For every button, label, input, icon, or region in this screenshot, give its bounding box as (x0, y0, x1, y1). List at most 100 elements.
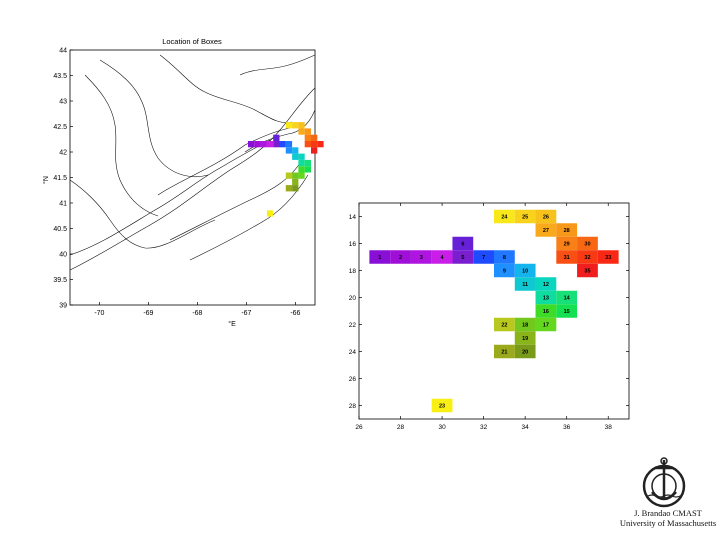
map-box-cell (292, 178, 299, 186)
grid-cell (431, 250, 453, 264)
contour-2 (69, 139, 271, 256)
grid-cell-label: 8 (503, 255, 506, 261)
map-y-tick-label: 41 (59, 201, 67, 208)
map-y-tick-label: 42 (59, 150, 67, 157)
grid-x-tick-label: 32 (480, 424, 488, 431)
box-grid-chart: 1 2 3 4 5 6 7 8 9 10 11 12 13 14 15 16 17 18 19 20 21 22 23 24 2… (345, 195, 645, 440)
map-box-cells (248, 122, 324, 217)
grid-y-tick-label: 22 (349, 322, 357, 329)
grid-cell-label: 20 (522, 350, 528, 356)
grid-cell (452, 250, 474, 264)
map-y-tick-label: 40.5 (53, 226, 67, 233)
grid-x-tick-label: 34 (522, 424, 530, 431)
map-box-cell (285, 147, 293, 154)
grid-cell (473, 250, 494, 264)
grid-cell-label: 19 (522, 336, 528, 342)
map-box-cell (273, 141, 280, 148)
grid-cell (556, 250, 578, 264)
map-chart: Location of Boxes -70 -69 -68 -67 -66 39 39.5… (40, 30, 330, 335)
map-box-cell (266, 210, 274, 217)
grid-cell-label: 29 (564, 242, 570, 248)
map-box-cell (298, 166, 305, 173)
grid-cell-label: 18 (522, 323, 528, 329)
grid-cell (369, 250, 391, 264)
contour-3 (69, 179, 216, 249)
map-box-cell (273, 134, 280, 141)
credit-text: J. Brandao CMAST University of Massachus… (616, 508, 720, 528)
grid-y-tick-label: 14 (349, 214, 357, 221)
map-box-cell (304, 128, 311, 135)
map-box-cell (248, 141, 255, 148)
grid-cell (452, 236, 474, 251)
map-y-tick-label: 43.5 (53, 73, 67, 80)
map-box-cell (304, 141, 311, 148)
grid-cell (514, 263, 536, 278)
grid-cell-label: 22 (501, 323, 507, 329)
grid-cell (577, 263, 598, 278)
grid-cell (556, 236, 578, 251)
seal-waves (647, 494, 681, 498)
grid-x-tick-label: 38 (605, 424, 613, 431)
credit-line-1: J. Brandao CMAST (634, 508, 702, 518)
grid-y-tick-label: 16 (349, 241, 357, 248)
map-box-cell (254, 141, 261, 148)
grid-y-tick-label: 28 (349, 403, 357, 410)
grid-cell-label: 35 (584, 269, 590, 275)
contour-6 (159, 54, 293, 123)
grid-cell (535, 317, 557, 332)
map-box-cell (298, 153, 305, 160)
grid-cell-label: 21 (501, 350, 507, 356)
grid-cell (410, 250, 432, 264)
map-plot-background (69, 49, 316, 306)
grid-y-tick-label: 24 (349, 349, 357, 356)
map-x-tick-label: -70 (94, 310, 104, 317)
contour-10 (189, 174, 309, 261)
grid-cell (514, 344, 536, 359)
contour-8 (157, 127, 291, 196)
map-x-tick-label: -68 (192, 310, 202, 317)
map-y-tick-label: 39 (59, 303, 67, 310)
map-y-ticks: 39 39.5 40 40.5 41 41.5 42 42.5 43 43.5 44 (53, 48, 73, 310)
map-svg: Location of Boxes -70 -69 -68 -67 -66 39 39.5… (42, 37, 324, 328)
contour-5 (99, 59, 209, 178)
grid-cell (535, 304, 557, 318)
grid-cell-label: 14 (564, 296, 571, 302)
grid-cell (494, 263, 515, 278)
map-box-cell (304, 166, 311, 173)
grid-cell-label: 32 (584, 255, 590, 261)
map-box-cell (285, 122, 293, 129)
map-box-cell (285, 172, 293, 179)
map-box-cell (311, 141, 318, 148)
map-y-tick-label: 40 (59, 252, 67, 259)
grid-cell (535, 209, 557, 224)
map-box-cell (311, 147, 318, 154)
grid-cell (494, 344, 515, 359)
grid-cell-label: 10 (522, 269, 528, 275)
grid-cell-label: 25 (522, 215, 528, 221)
map-x-tick-label: -69 (143, 310, 153, 317)
map-y-tick-label: 43 (59, 99, 67, 106)
grid-cell-label: 30 (584, 242, 590, 248)
grid-cell-label: 24 (501, 215, 508, 221)
credit-line-2: University of Massachusetts (619, 518, 717, 528)
map-box-cell (292, 185, 299, 192)
map-box-cell (285, 185, 293, 192)
grid-cell (535, 290, 557, 305)
grid-cell (556, 290, 578, 305)
grid-cell-label: 13 (543, 296, 549, 302)
contour-4 (84, 74, 159, 217)
grid-cell-label: 28 (564, 228, 570, 234)
contour-1 (69, 87, 316, 271)
seal-anchor-ring (660, 457, 668, 465)
map-box-cell (298, 172, 305, 179)
grid-cell-label: 11 (522, 282, 528, 288)
grid-plot-background (358, 202, 630, 420)
grid-cell (514, 277, 536, 291)
map-box-cell (285, 141, 293, 148)
map-xlabel: °E (228, 320, 236, 328)
map-box-cell (317, 141, 324, 148)
map-box-cell (298, 122, 305, 129)
grid-cell-label: 2 (399, 255, 402, 261)
